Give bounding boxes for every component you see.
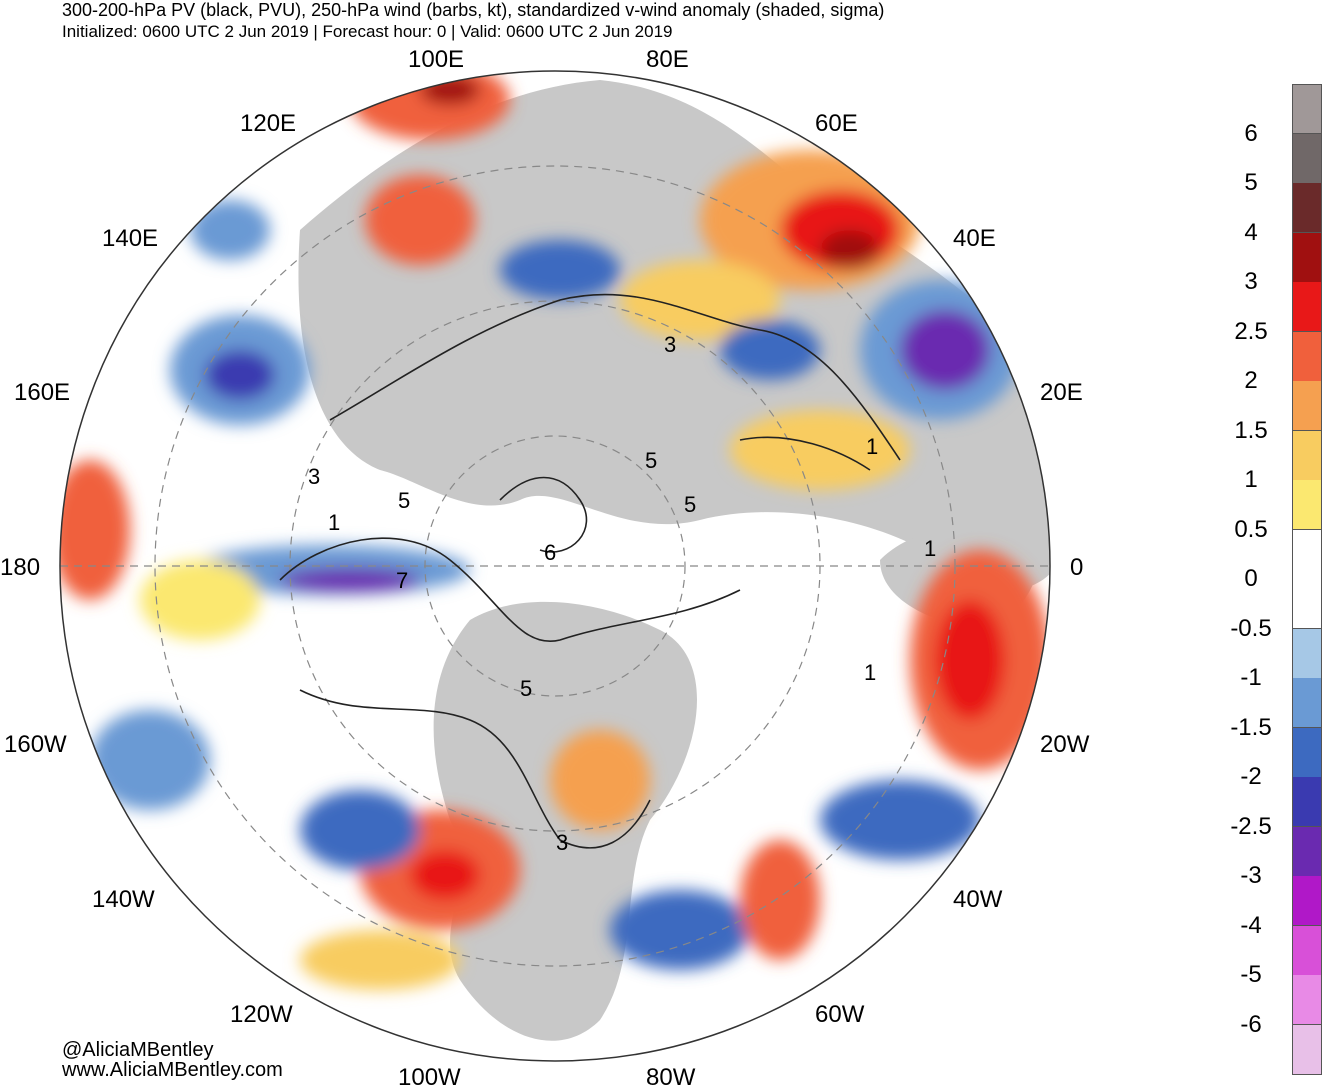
pv-contour-label: 5 — [398, 488, 410, 513]
pv-contour-label: 1 — [328, 510, 340, 535]
colorbar-label: 5 — [1228, 169, 1274, 197]
colorbar-swatch — [1292, 579, 1322, 629]
lon-label-60e: 60E — [815, 110, 858, 137]
pv-contour-label: 6 — [544, 540, 556, 565]
lon-label-180: 180 — [0, 554, 40, 581]
pv-contour-label: 1 — [864, 660, 876, 685]
colorbar-label: 0.5 — [1228, 516, 1274, 544]
colorbar-swatch — [1292, 629, 1322, 679]
colorbar-swatch — [1292, 183, 1322, 233]
lon-label-80e: 80E — [646, 46, 689, 73]
colorbar-swatch — [1292, 233, 1322, 283]
colorbar-swatch — [1292, 1025, 1322, 1075]
colorbar-label: 1 — [1228, 466, 1274, 494]
lon-label-140w: 140W — [92, 886, 155, 913]
colorbar-swatch — [1292, 134, 1322, 184]
credit-website: www.AliciaMBentley.com — [62, 1060, 283, 1081]
pv-contour-label: 5 — [684, 492, 696, 517]
lon-label-40w: 40W — [953, 886, 1003, 913]
lon-label-20e: 20E — [1040, 379, 1083, 406]
colorbar-swatch — [1292, 530, 1322, 580]
colorbar-label: -5 — [1228, 961, 1274, 989]
lon-label-160w: 160W — [4, 731, 67, 758]
colorbar-label: -3 — [1228, 862, 1274, 890]
colorbar-swatch — [1292, 431, 1322, 481]
colorbar-label: 4 — [1228, 219, 1274, 247]
lon-label-100w: 100W — [398, 1064, 461, 1086]
pv-contour-label: 7 — [396, 568, 408, 593]
lon-label-80w: 80W — [646, 1064, 696, 1086]
pv-contour-label: 1 — [866, 434, 878, 459]
lon-label-100e: 100E — [408, 46, 464, 73]
lon-label-20w: 20W — [1040, 731, 1090, 758]
colorbar-label: -0.5 — [1228, 615, 1274, 643]
colorbar-swatch — [1292, 926, 1322, 976]
pv-contour-label: 5 — [645, 448, 657, 473]
colorbar-swatch — [1292, 777, 1322, 827]
colorbar-label: 0 — [1228, 565, 1274, 593]
lon-label-120w: 120W — [230, 1001, 293, 1028]
colorbar-label: 2.5 — [1228, 318, 1274, 346]
colorbar-swatch — [1292, 84, 1322, 134]
colorbar-label: -1.5 — [1228, 714, 1274, 742]
pv-contour-label: 1 — [924, 536, 936, 561]
colorbar-swatch — [1292, 381, 1322, 431]
colorbar — [1292, 84, 1322, 1074]
colorbar-swatch — [1292, 480, 1322, 530]
colorbar-label: 6 — [1228, 120, 1274, 148]
colorbar-label: 1.5 — [1228, 417, 1274, 445]
pv-contour-label: 3 — [556, 830, 568, 855]
colorbar-label: 2 — [1228, 367, 1274, 395]
colorbar-swatch — [1292, 678, 1322, 728]
colorbar-label: 3 — [1228, 268, 1274, 296]
credit-handle: @AliciaMBentley — [62, 1040, 213, 1061]
colorbar-swatch — [1292, 975, 1322, 1025]
colorbar-label: -2 — [1228, 763, 1274, 791]
colorbar-label: -1 — [1228, 664, 1274, 692]
pv-contour-label: 3 — [308, 464, 320, 489]
pv-contour-label: 3 — [664, 332, 676, 357]
lon-label-40e: 40E — [953, 225, 996, 252]
lon-label-160e: 160E — [14, 379, 70, 406]
colorbar-label: -2.5 — [1228, 813, 1274, 841]
lon-label-140e: 140E — [102, 225, 158, 252]
lon-label-60w: 60W — [815, 1001, 865, 1028]
lon-label-0: 0 — [1070, 554, 1083, 581]
colorbar-swatch — [1292, 282, 1322, 332]
colorbar-label: -6 — [1228, 1011, 1274, 1039]
colorbar-label: -4 — [1228, 912, 1274, 940]
colorbar-swatch — [1292, 728, 1322, 778]
colorbar-swatch — [1292, 876, 1322, 926]
pv-contour-label: 5 — [520, 676, 532, 701]
colorbar-swatch — [1292, 332, 1322, 382]
colorbar-swatch — [1292, 827, 1322, 877]
lon-label-120e: 120E — [240, 110, 296, 137]
